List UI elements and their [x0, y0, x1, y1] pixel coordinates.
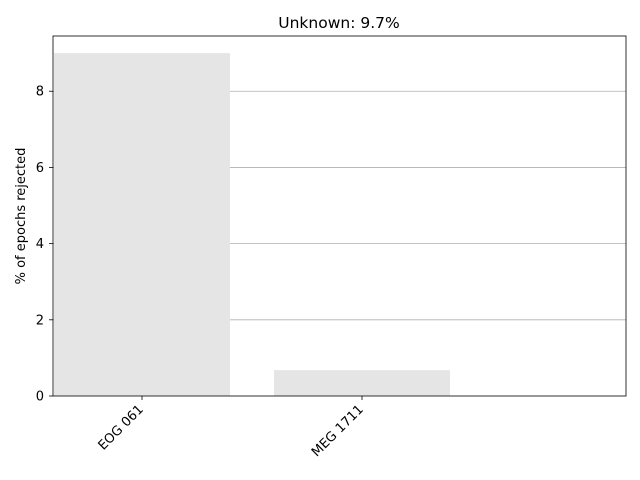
y-tick-label: 6: [36, 161, 44, 176]
plot-frame: [52, 35, 627, 397]
chart-title: Unknown: 9.7%: [278, 14, 399, 32]
y-tick-label: 8: [36, 85, 44, 100]
bar: [54, 53, 230, 397]
x-tick-label: MEG 1711: [309, 402, 367, 460]
axes: [52, 35, 627, 397]
y-tick-label: 2: [36, 313, 44, 328]
y-tick-label: 4: [36, 237, 44, 252]
y-axis-title: % of epochs rejected: [14, 148, 29, 285]
x-tick-label: EOG 061: [96, 402, 147, 453]
y-tick-label: 0: [36, 390, 44, 405]
bars: [54, 53, 450, 397]
bar: [274, 370, 450, 396]
